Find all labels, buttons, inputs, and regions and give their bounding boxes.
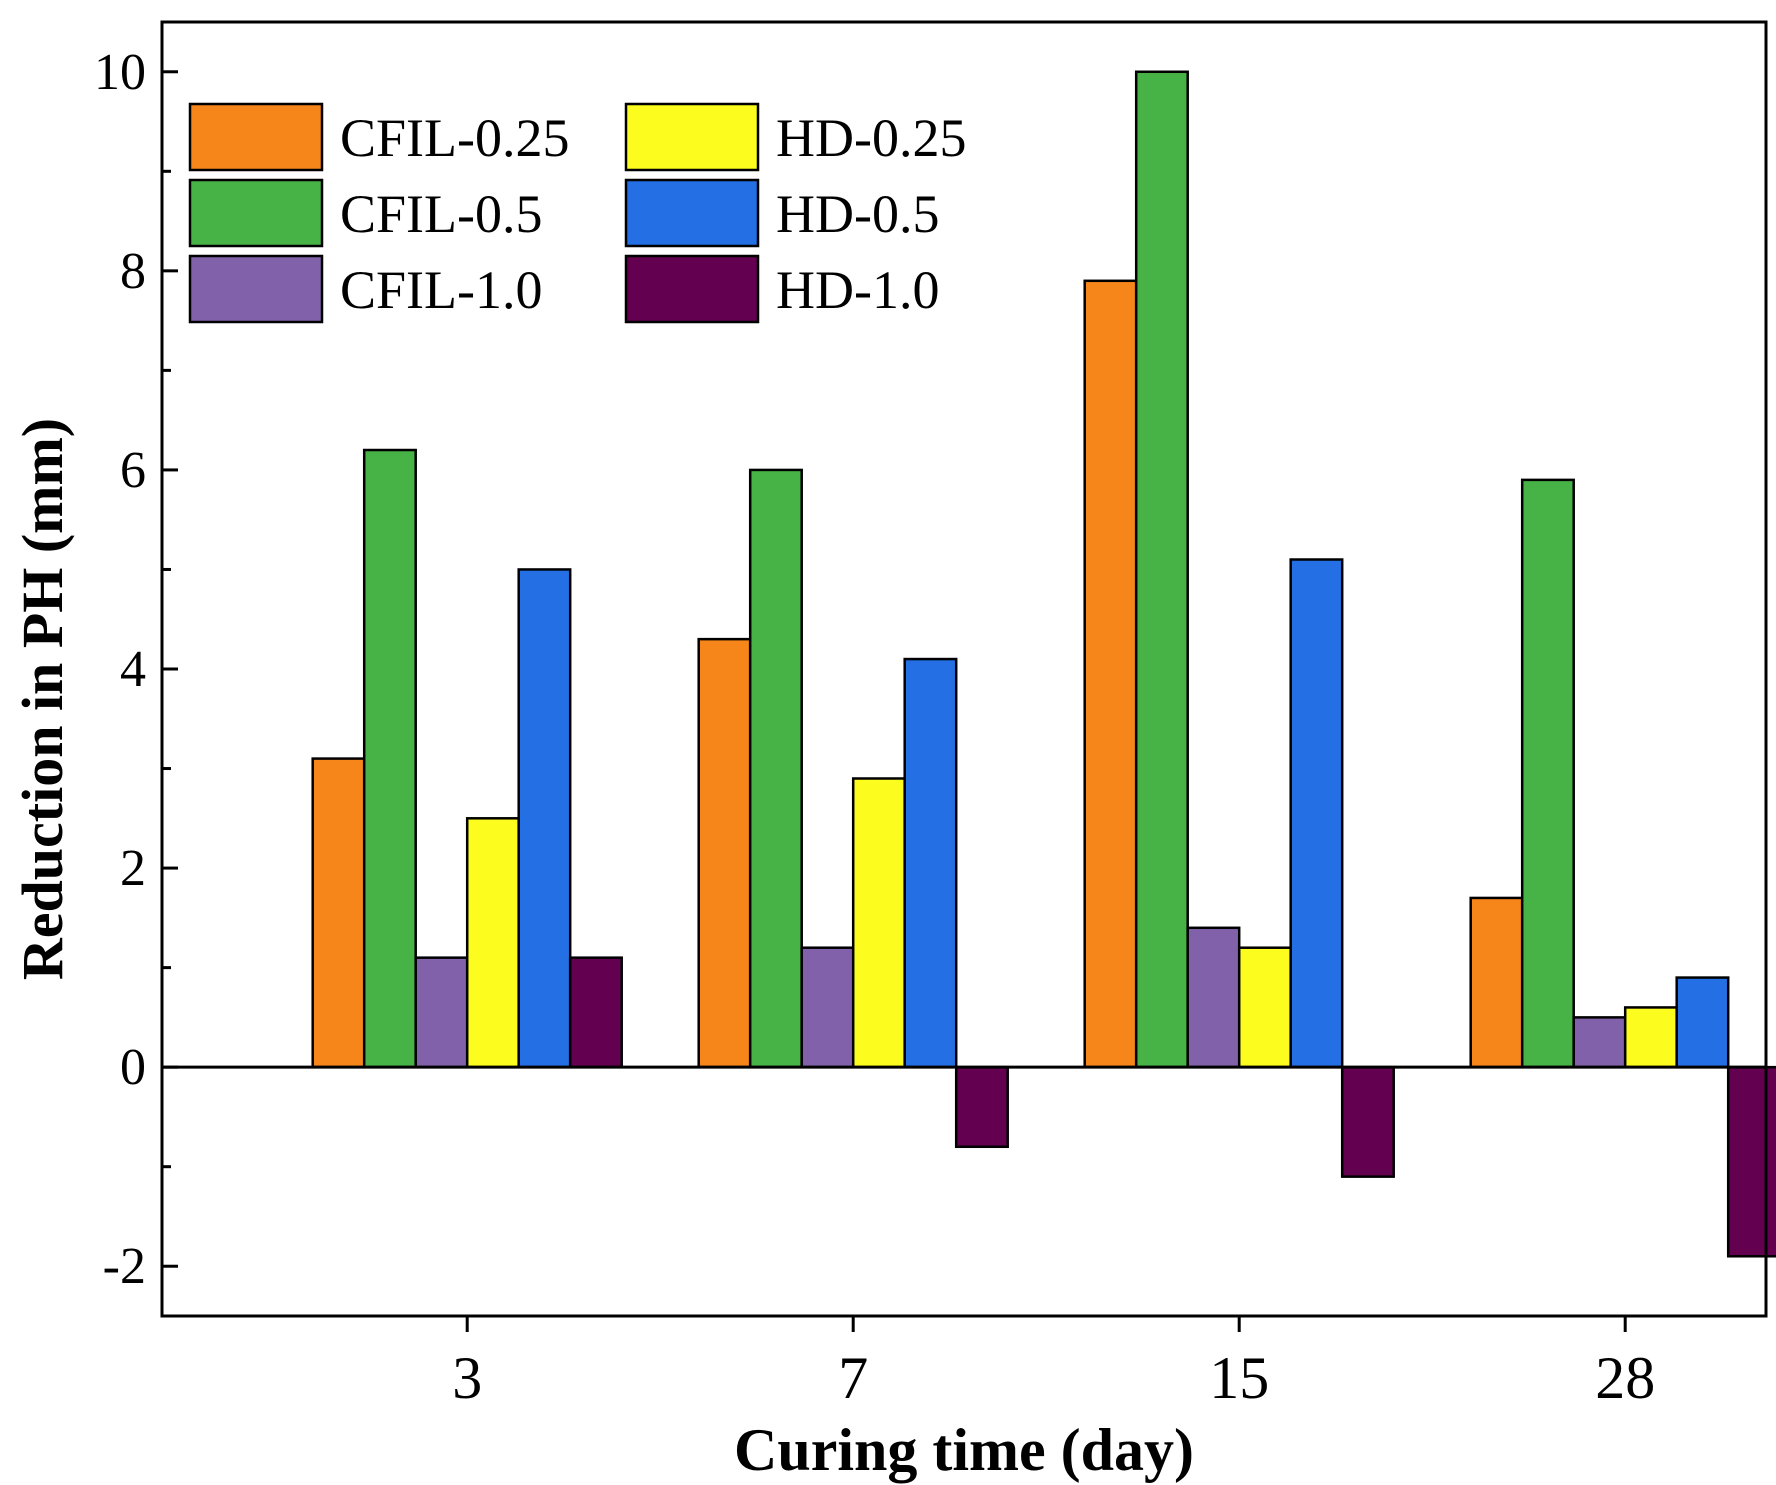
legend: CFIL-0.25 CFIL-0.5 CFIL-1.0 HD-0.25 HD-0.5 HD… — [188, 102, 966, 324]
x-tick-label: 7 — [838, 1345, 868, 1411]
legend-swatch-hd-1.0 — [624, 254, 760, 324]
bar-cfil-0.5-day-3 — [362, 448, 417, 1069]
legend-label-cfil-0.5: CFIL-0.5 — [340, 184, 543, 244]
x-tick-label: 15 — [1209, 1345, 1269, 1411]
y-axis: -2 0 2 4 6 8 10 — [94, 44, 178, 1295]
y-tick-label: 8 — [120, 243, 146, 300]
legend-swatch-cfil-1.0 — [188, 254, 324, 324]
legend-swatch-cfil-0.25 — [188, 102, 324, 172]
legend-label-hd-0.25: HD-0.25 — [776, 108, 966, 168]
bar-cfil-1.0-day-28 — [1572, 1016, 1627, 1069]
bar-hd-0.5-day-15 — [1289, 558, 1344, 1069]
y-tick-label: 0 — [120, 1039, 146, 1096]
bar-cfil-0.5-day-7 — [748, 468, 803, 1069]
y-axis-title: Reduction in PH (mm) — [10, 418, 75, 980]
bar-hd-1.0-day-7 — [954, 1065, 1009, 1149]
bar-hd-0.25-day-28 — [1623, 1006, 1678, 1069]
bar-hd-0.5-day-3 — [517, 568, 572, 1069]
legend-label-hd-1.0: HD-1.0 — [776, 260, 939, 320]
legend-label-hd-0.5: HD-0.5 — [776, 184, 939, 244]
x-axis: 3 7 15 28 — [452, 1316, 1655, 1411]
x-axis-title: Curing time (day) — [734, 1417, 1194, 1483]
bar-hd-1.0-day-28 — [1726, 1065, 1776, 1258]
bar-cfil-1.0-day-7 — [800, 946, 855, 1069]
y-tick-label: 2 — [120, 840, 146, 897]
bar-cfil-1.0-day-3 — [414, 956, 469, 1069]
legend-swatch-hd-0.25 — [624, 102, 760, 172]
y-tick-label: 10 — [94, 44, 146, 101]
x-tick-label: 3 — [452, 1345, 482, 1411]
bar-cfil-1.0-day-15 — [1186, 926, 1241, 1069]
legend-swatch-hd-0.5 — [624, 178, 760, 248]
bar-hd-0.5-day-28 — [1675, 976, 1730, 1069]
bar-cfil-0.5-day-15 — [1134, 70, 1189, 1069]
y-tick-label: 4 — [120, 641, 146, 698]
x-tick-label: 28 — [1595, 1345, 1655, 1411]
bar-cfil-0.5-day-28 — [1520, 478, 1575, 1069]
bar-hd-0.25-day-15 — [1237, 946, 1292, 1069]
bar-cfil-0.25-day-15 — [1083, 279, 1138, 1069]
bar-cfil-0.25-day-3 — [311, 757, 366, 1069]
legend-label-cfil-1.0: CFIL-1.0 — [340, 260, 543, 320]
plot-frame — [160, 20, 1768, 1318]
bar-cfil-0.25-day-7 — [697, 637, 752, 1069]
legend-label-cfil-0.25: CFIL-0.25 — [340, 108, 570, 168]
bar-hd-1.0-day-3 — [568, 956, 623, 1069]
bar-hd-0.25-day-3 — [465, 817, 520, 1069]
legend-swatch-cfil-0.5 — [188, 178, 324, 248]
bars-group — [311, 70, 1776, 1258]
y-tick-label: 6 — [120, 442, 146, 499]
y-tick-label: -2 — [103, 1238, 146, 1295]
bar-hd-0.5-day-7 — [903, 657, 958, 1069]
bar-hd-1.0-day-15 — [1340, 1065, 1395, 1178]
bar-hd-0.25-day-7 — [851, 777, 906, 1069]
bar-cfil-0.25-day-28 — [1469, 896, 1524, 1069]
